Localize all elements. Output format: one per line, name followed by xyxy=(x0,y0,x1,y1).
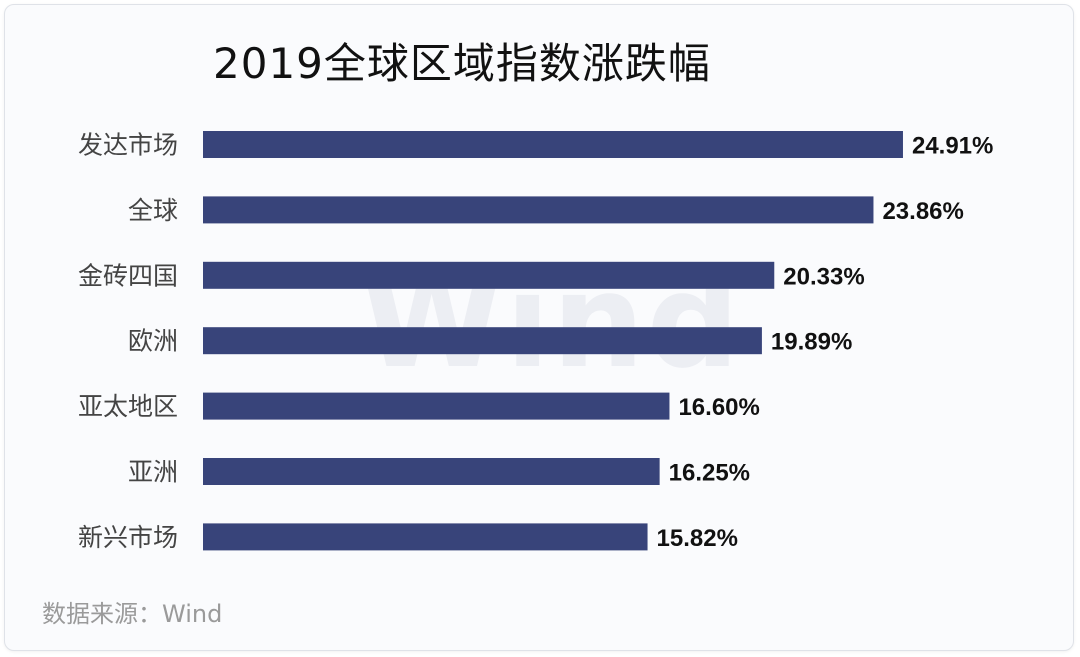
bar-6 xyxy=(203,523,648,551)
bar-0 xyxy=(203,131,903,158)
value-label-2: 20.33% xyxy=(783,263,864,290)
value-label-3: 19.89% xyxy=(771,329,852,356)
value-label-6: 15.82% xyxy=(657,525,738,552)
category-label-6: 新兴市场 xyxy=(78,523,178,552)
bar-4 xyxy=(203,392,670,420)
category-label-1: 全球 xyxy=(128,196,178,225)
bar-2 xyxy=(203,261,775,289)
value-label-4: 16.60% xyxy=(678,394,759,421)
category-label-4: 亚太地区 xyxy=(78,392,178,421)
category-label-2: 金砖四国 xyxy=(78,261,178,290)
bar-1 xyxy=(203,196,874,224)
category-label-5: 亚洲 xyxy=(128,458,178,487)
value-label-1: 23.86% xyxy=(882,198,963,225)
value-label-5: 16.25% xyxy=(669,460,750,487)
bar-5 xyxy=(203,458,660,485)
category-label-3: 欧洲 xyxy=(128,327,178,356)
bar-3 xyxy=(203,327,762,355)
source-note: 数据来源：Wind xyxy=(42,600,223,628)
value-label-0: 24.91% xyxy=(912,133,993,160)
chart-title: 2019全球区域指数涨跌幅 xyxy=(213,39,711,88)
category-label-0: 发达市场 xyxy=(78,131,178,160)
